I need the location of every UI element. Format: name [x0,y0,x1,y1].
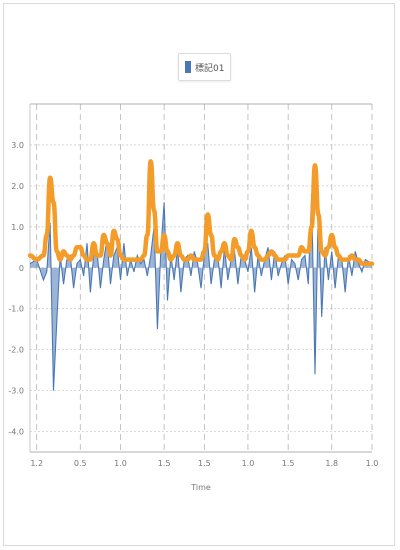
legend-swatch [185,61,191,73]
x-tick-label: 1.8 [325,459,338,468]
y-tick-label: -2.0 [8,346,24,355]
x-tick-label: 1.5 [198,459,211,468]
x-tick-label: 1.0 [114,459,127,468]
x-tick-label: 1.2 [30,459,43,468]
y-tick-label: 1.0 [11,223,24,232]
series-envelope-line [27,159,375,266]
y-tick-label: -3.0 [8,387,24,396]
axes [29,103,372,453]
y-tick-label: 0 [19,264,24,273]
y-tick-label: -4.0 [8,428,24,437]
x-tick-label: 1.5 [282,459,295,468]
x-tick-label: 1.0 [242,459,255,468]
x-tick-label: 1.0 [366,459,379,468]
y-tick-label: -1.0 [8,305,24,314]
x-tick-label: 0.5 [74,459,87,468]
x-axis-title: Time [190,483,211,492]
y-tick-label: 2.0 [11,182,24,191]
legend[interactable]: 標記01 [178,53,232,81]
x-tick-label: 1.5 [158,459,171,468]
series-signal-line [29,194,373,391]
series-group [27,159,375,391]
legend-label: 標記01 [195,63,225,74]
y-tick-label: 3.0 [11,141,24,150]
tick-labels: 3.0 2.0 1.0 0 -1.0 -2.0 -3.0 -4.0 1.2 0.5 1.0 1.5 1.… [8,141,378,468]
